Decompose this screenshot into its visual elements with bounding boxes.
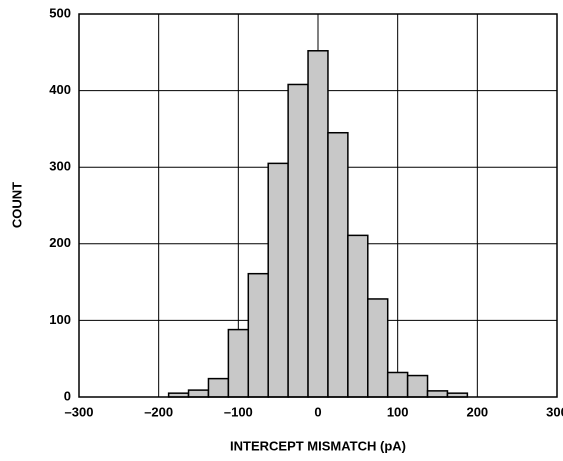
bar [347, 234, 369, 398]
y-tick-label: 200 [49, 235, 71, 250]
x-tick-label: –300 [65, 404, 94, 419]
bar [227, 328, 250, 398]
bar [367, 298, 389, 398]
y-tick-label: 100 [49, 312, 71, 327]
y-axis-label: COUNT [9, 182, 24, 228]
y-tick-label: 0 [64, 388, 71, 403]
bar [386, 371, 409, 398]
x-tick-label: 300 [546, 404, 563, 419]
bar [247, 272, 269, 398]
bar [426, 390, 449, 398]
x-tick-label: –100 [224, 404, 253, 419]
bar [207, 377, 230, 398]
y-tick-label: 300 [49, 159, 71, 174]
bar [287, 83, 309, 398]
y-tick-label: 400 [49, 82, 71, 97]
x-tick-label: –200 [144, 404, 173, 419]
x-tick-label: 100 [387, 404, 409, 419]
plot-frame [78, 13, 558, 398]
x-tick-label: 200 [466, 404, 488, 419]
bar [267, 162, 289, 398]
y-tick-label: 500 [49, 5, 71, 20]
bar [187, 389, 210, 398]
x-tick-label: 0 [314, 404, 321, 419]
bar [307, 50, 329, 398]
bar [406, 374, 429, 398]
x-axis-label: INTERCEPT MISMATCH (pA) [230, 438, 406, 453]
bar [327, 131, 349, 398]
